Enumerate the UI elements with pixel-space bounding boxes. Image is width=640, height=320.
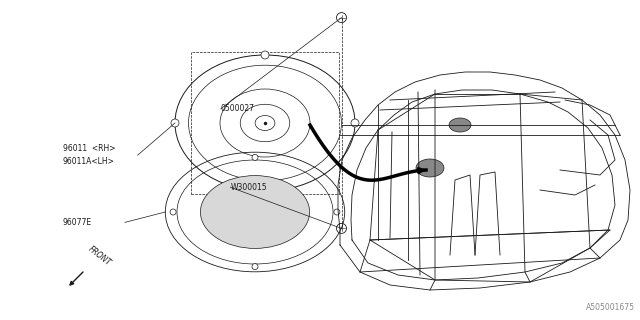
Text: FRONT: FRONT xyxy=(87,245,113,268)
Circle shape xyxy=(337,12,346,23)
Circle shape xyxy=(252,155,258,160)
Text: 96077E: 96077E xyxy=(63,218,92,227)
Text: 0500027: 0500027 xyxy=(221,104,255,113)
Circle shape xyxy=(337,223,346,233)
Circle shape xyxy=(252,264,258,269)
Circle shape xyxy=(171,119,179,127)
Text: W300015: W300015 xyxy=(230,183,267,192)
Text: 96011  <RH>: 96011 <RH> xyxy=(63,144,115,153)
Circle shape xyxy=(170,209,176,215)
Ellipse shape xyxy=(200,176,310,248)
Circle shape xyxy=(261,51,269,59)
Circle shape xyxy=(334,209,340,215)
Text: 96011A<LH>: 96011A<LH> xyxy=(63,157,115,166)
Circle shape xyxy=(351,119,359,127)
Text: A505001675: A505001675 xyxy=(586,303,635,312)
Circle shape xyxy=(261,187,269,195)
Ellipse shape xyxy=(449,118,471,132)
Ellipse shape xyxy=(416,159,444,177)
